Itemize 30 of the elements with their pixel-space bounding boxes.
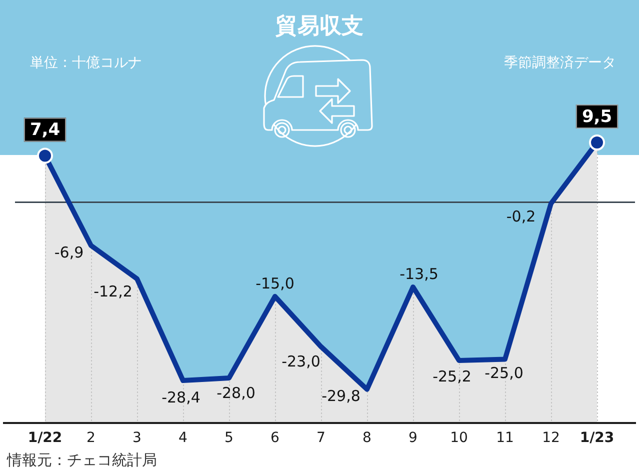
x-tick-label: 6 [270,430,280,446]
x-tick-label: 5 [224,430,234,446]
x-tick-label: 8 [362,430,372,446]
x-tick-label: 1/23 [580,430,614,446]
x-tick-label: 12 [542,430,560,446]
data-label: -25,0 [484,364,524,382]
x-tick-label: 3 [132,430,142,446]
x-tick-label: 11 [496,430,514,446]
x-tick-label: 4 [178,430,188,446]
data-label: -12,2 [94,282,132,301]
data-label: -13,5 [400,264,438,283]
data-label: -29,8 [322,387,360,406]
data-label: -28,0 [216,384,256,402]
chart-title: 貿易収支 [276,14,364,40]
data-label: -25,2 [432,367,472,386]
data-label: -15,0 [256,274,294,292]
chart-subtitle: 単位：十億コルナ [30,55,142,72]
x-tick-label: 10 [450,430,468,446]
data-label: -0,2 [506,207,536,226]
text: 季節調整済データ [504,55,616,72]
x-tick-label: 9 [408,430,418,446]
x-tick-label: 1/22 [28,430,62,446]
text: 情報元：チェコ統計局 [7,451,157,469]
data-label: 7,4 [30,120,60,140]
x-tick-label: 2 [86,430,96,446]
data-label: -28,4 [162,388,200,406]
data-label: -6,9 [54,243,84,262]
data-label: -23,0 [282,352,320,371]
x-tick-label: 7 [316,430,326,446]
data-label: 9,5 [582,106,612,127]
